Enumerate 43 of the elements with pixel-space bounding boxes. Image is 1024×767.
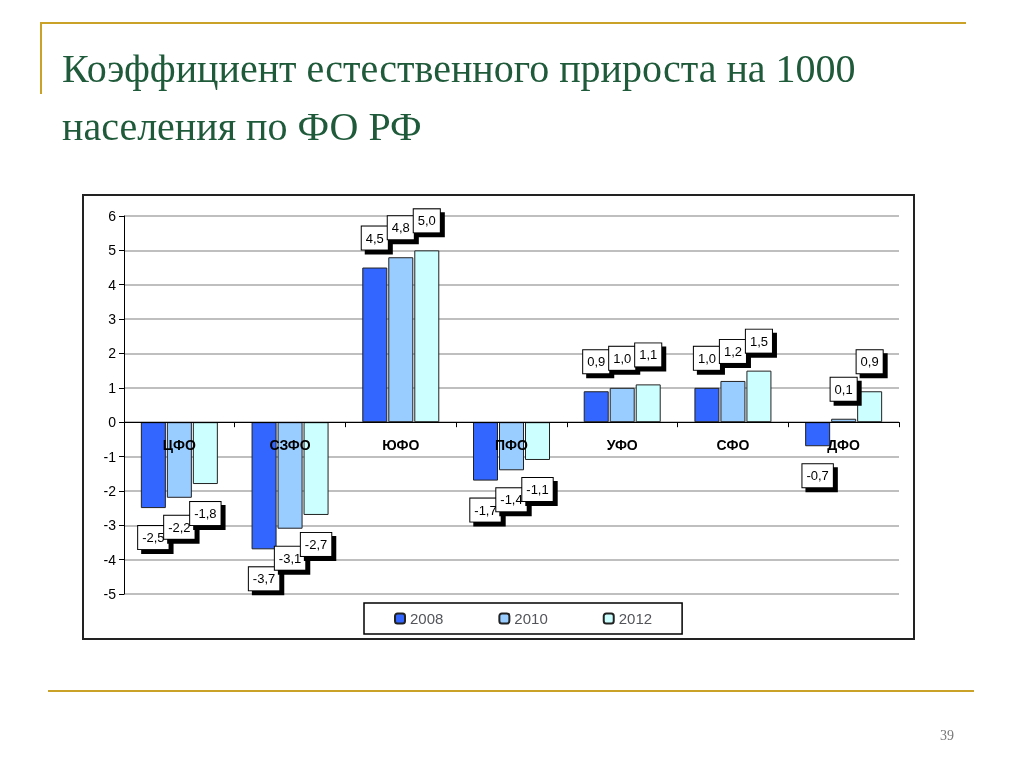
y-tick-label: -3 xyxy=(103,517,117,534)
legend-label: 2012 xyxy=(618,610,653,627)
data-label: -2,5 xyxy=(142,530,165,546)
data-label: -1,8 xyxy=(194,506,217,522)
chart-title: Коэффициент естественного прироста на 1000 населения по ФО РФ xyxy=(62,45,857,151)
y-tick-label: 5 xyxy=(108,242,117,259)
data-label: -0,7 xyxy=(806,468,829,484)
y-tick-label: 1 xyxy=(108,379,117,396)
y-tick-label: 6 xyxy=(108,208,117,224)
y-tick-label: -1 xyxy=(103,448,117,465)
data-label: 0,9 xyxy=(587,354,606,370)
data-label: 4,8 xyxy=(391,220,410,236)
x-tick-label: ЮФО xyxy=(382,437,420,454)
y-tick-label: 4 xyxy=(108,276,117,293)
data-label: -1,1 xyxy=(526,481,549,497)
data-label: 1,0 xyxy=(697,350,716,366)
data-label: 0,9 xyxy=(860,354,879,370)
data-label: 1,0 xyxy=(613,350,632,366)
data-label: -3,1 xyxy=(278,550,302,566)
x-tick-label: СФО xyxy=(716,437,750,454)
y-tick-label: 3 xyxy=(108,311,117,328)
y-tick-label: 0 xyxy=(108,414,117,431)
legend-label: 2010 xyxy=(514,610,548,627)
data-label: -1,4 xyxy=(500,492,523,508)
text: 39 xyxy=(940,728,954,744)
data-label: -2,2 xyxy=(168,519,191,535)
data-label: 1,5 xyxy=(749,333,768,349)
x-tick-label: ДФО xyxy=(827,437,861,454)
data-label: -2,7 xyxy=(304,536,328,552)
x-tick-label: СЗФО xyxy=(269,437,311,454)
data-label: 5,0 xyxy=(417,213,436,229)
data-label: 0,1 xyxy=(834,381,853,397)
data-label: -3,7 xyxy=(252,571,276,587)
data-label: 1,1 xyxy=(639,347,658,363)
legend-label: 2008 xyxy=(410,610,444,627)
y-tick-label: -4 xyxy=(103,551,117,568)
y-tick-label: -2 xyxy=(103,482,117,499)
y-tick-label: 2 xyxy=(108,345,117,362)
y-tick-label: -5 xyxy=(103,586,117,602)
data-label: 1,2 xyxy=(723,343,742,359)
data-label: -1,7 xyxy=(474,502,497,518)
data-label: 4,5 xyxy=(365,230,384,246)
x-tick-label: УФО xyxy=(606,437,638,454)
